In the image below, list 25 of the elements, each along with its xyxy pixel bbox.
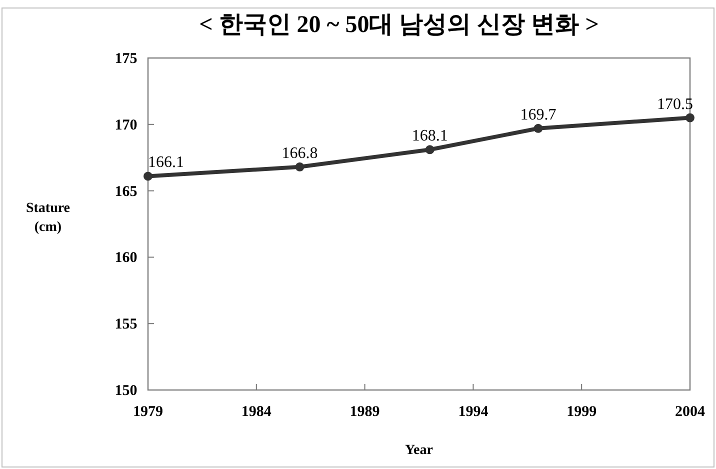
data-label: 170.5 xyxy=(657,96,693,113)
x-tick-label: 1989 xyxy=(350,404,380,420)
point xyxy=(425,145,434,154)
x-tick-label: 1999 xyxy=(566,404,597,420)
point xyxy=(295,162,304,172)
data-label: 169.7 xyxy=(520,106,556,124)
y-tick-label: 170 xyxy=(114,117,138,134)
point xyxy=(534,124,543,133)
y-tick-label: 160 xyxy=(114,250,138,266)
x-tick-label: 1979 xyxy=(133,404,163,420)
x-tick-label: 1984 xyxy=(241,404,272,420)
chart-title: < 한국인 20 ~ 50대 남성의 신장 변화 > xyxy=(199,12,599,38)
point xyxy=(686,113,694,122)
data-label: 168.1 xyxy=(412,128,448,145)
y-tick-label: 150 xyxy=(114,383,138,399)
x-axis-title: Year xyxy=(405,443,433,458)
data-label: 166.8 xyxy=(282,144,318,162)
y-tick-label: 175 xyxy=(114,51,138,67)
y-axis-title: Stature (cm) xyxy=(26,201,70,235)
y-tick-label: 155 xyxy=(114,316,138,333)
x-tick-label: 1994 xyxy=(458,404,489,420)
y-tick-label: 165 xyxy=(114,184,138,200)
x-tick-label: 2004 xyxy=(675,404,706,420)
data-label: 166.1 xyxy=(148,154,184,172)
point xyxy=(144,172,152,181)
